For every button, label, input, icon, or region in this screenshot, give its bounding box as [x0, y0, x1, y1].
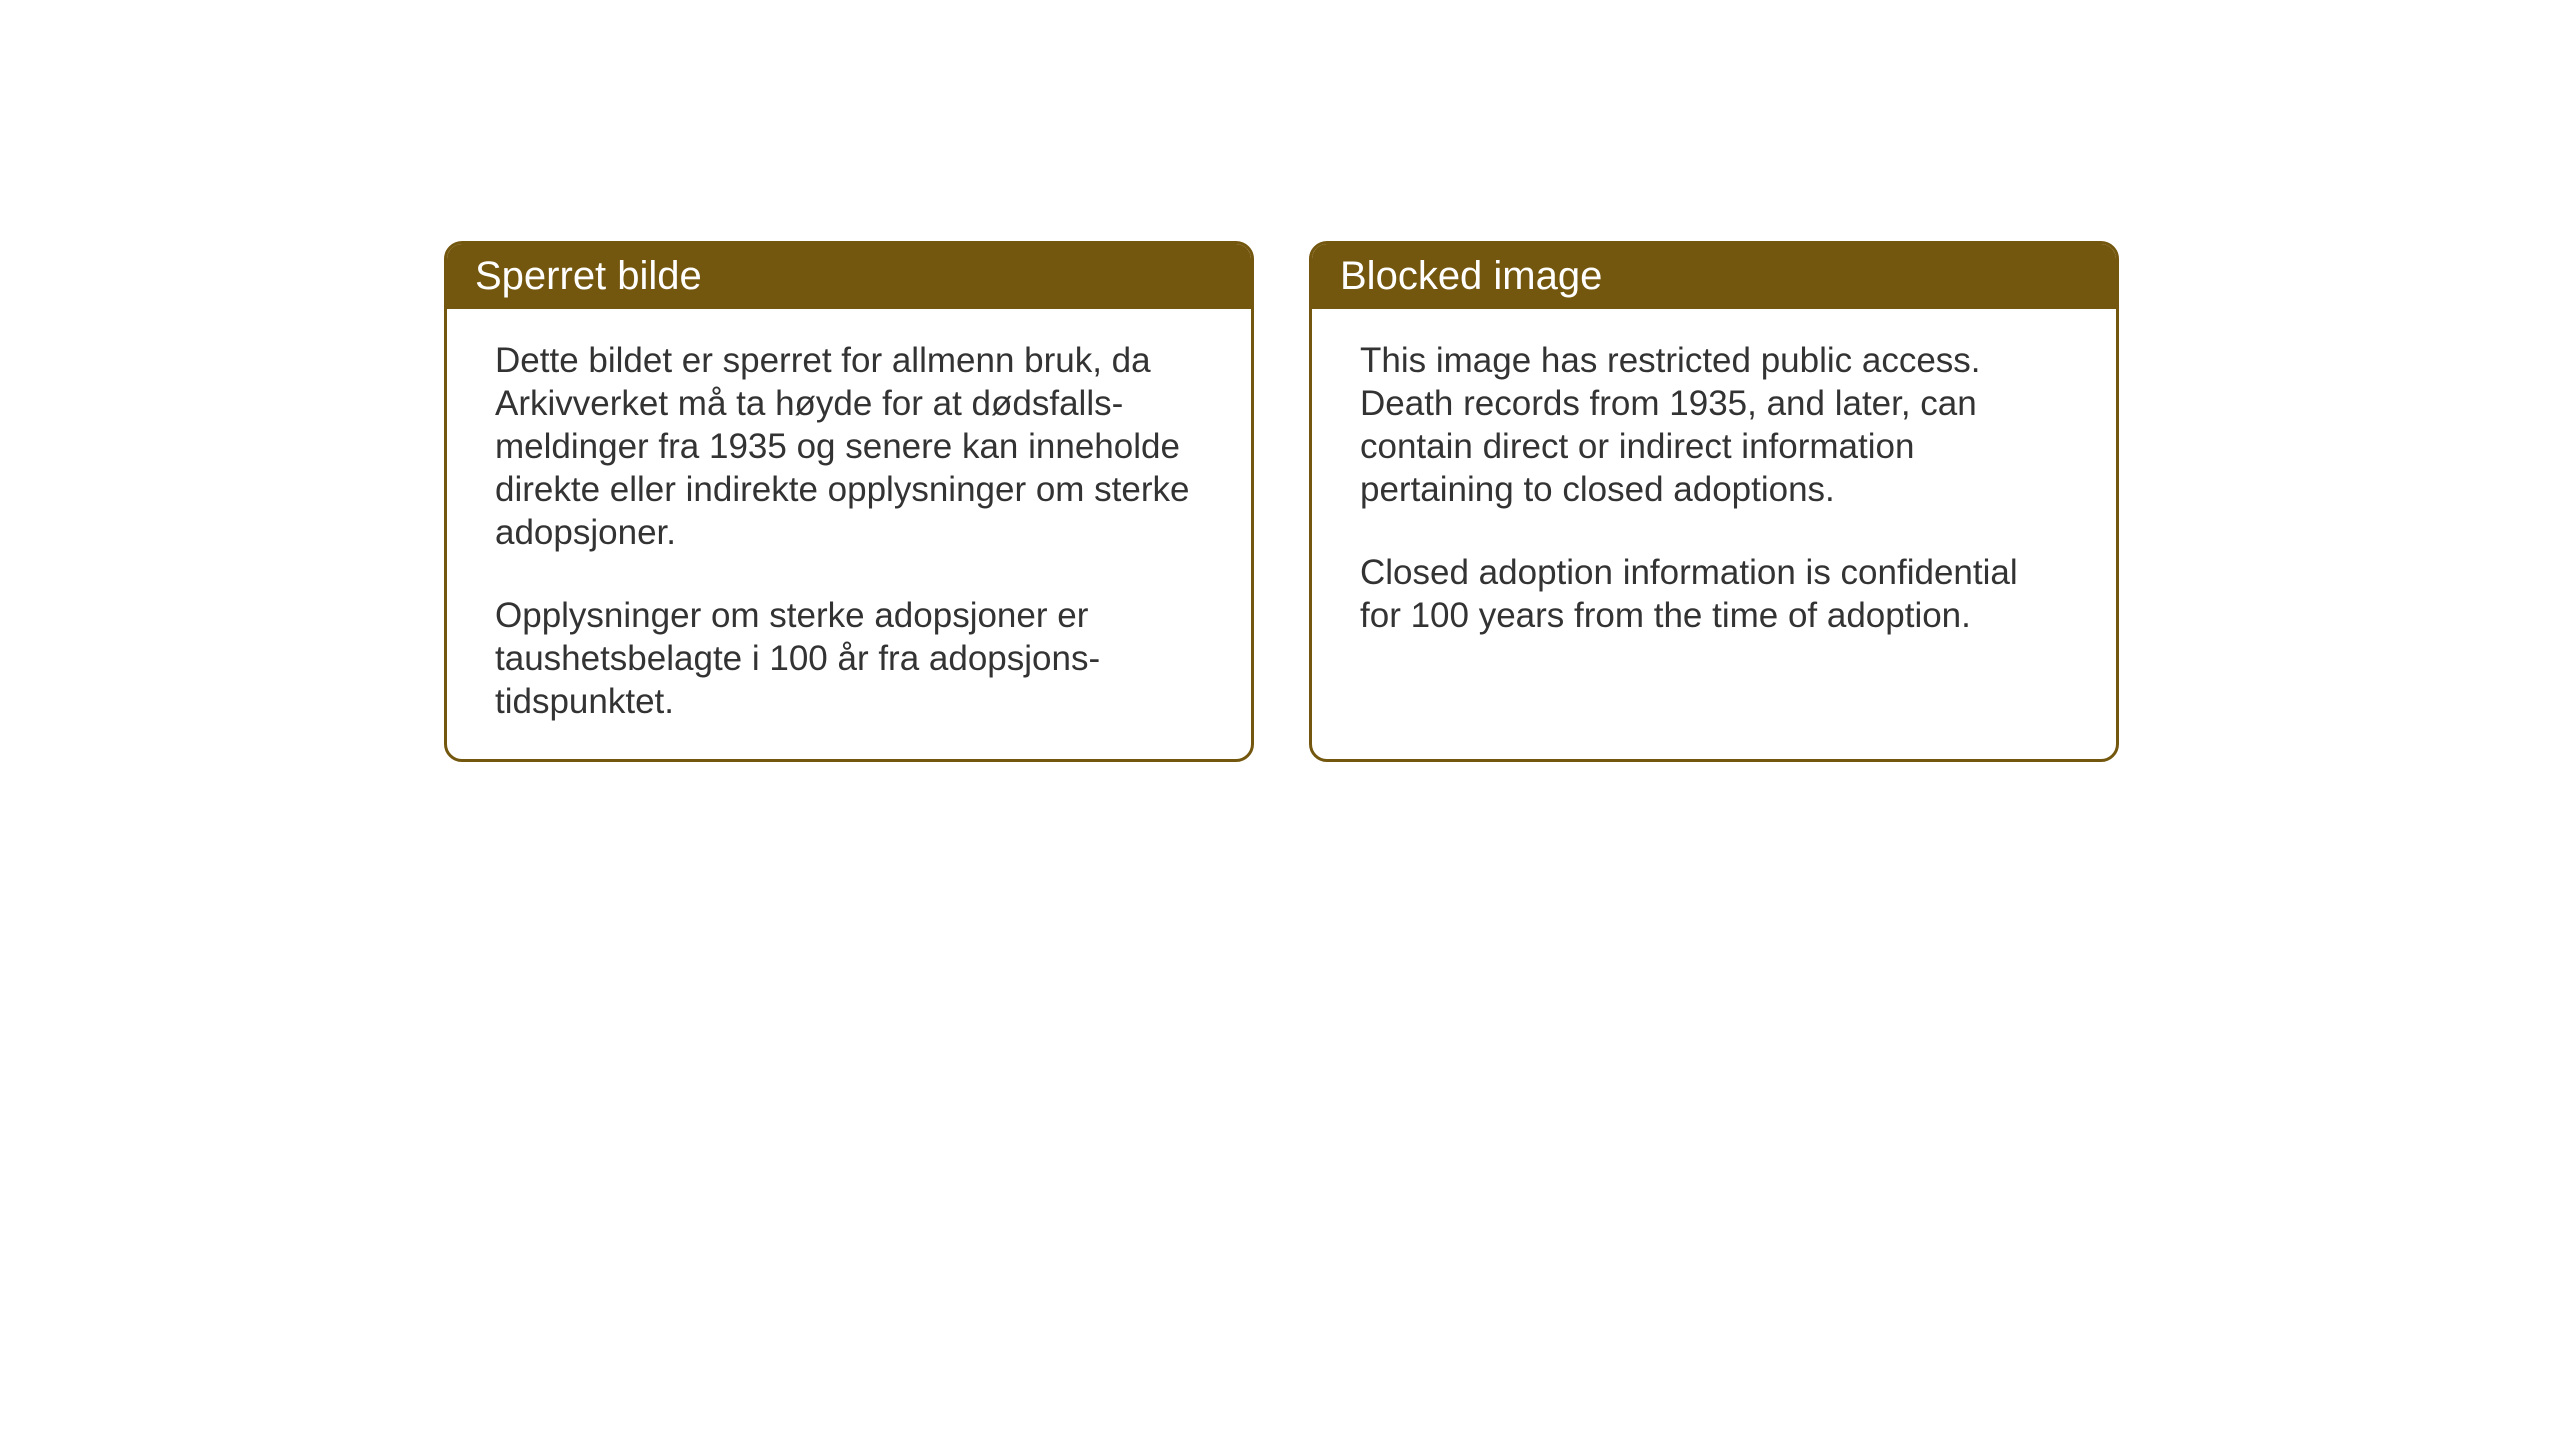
- card-header-norwegian: Sperret bilde: [447, 244, 1251, 309]
- card-body-norwegian: Dette bildet er sperret for allmenn bruk…: [447, 309, 1251, 759]
- notice-card-english: Blocked image This image has restricted …: [1309, 241, 2119, 762]
- paragraph-2-norwegian: Opplysninger om sterke adopsjoner er tau…: [495, 594, 1203, 723]
- notice-card-norwegian: Sperret bilde Dette bildet er sperret fo…: [444, 241, 1254, 762]
- card-header-english: Blocked image: [1312, 244, 2116, 309]
- paragraph-1-english: This image has restricted public access.…: [1360, 339, 2068, 511]
- notice-cards-container: Sperret bilde Dette bildet er sperret fo…: [444, 241, 2119, 762]
- paragraph-2-english: Closed adoption information is confident…: [1360, 551, 2068, 637]
- card-body-english: This image has restricted public access.…: [1312, 309, 2116, 699]
- paragraph-1-norwegian: Dette bildet er sperret for allmenn bruk…: [495, 339, 1203, 554]
